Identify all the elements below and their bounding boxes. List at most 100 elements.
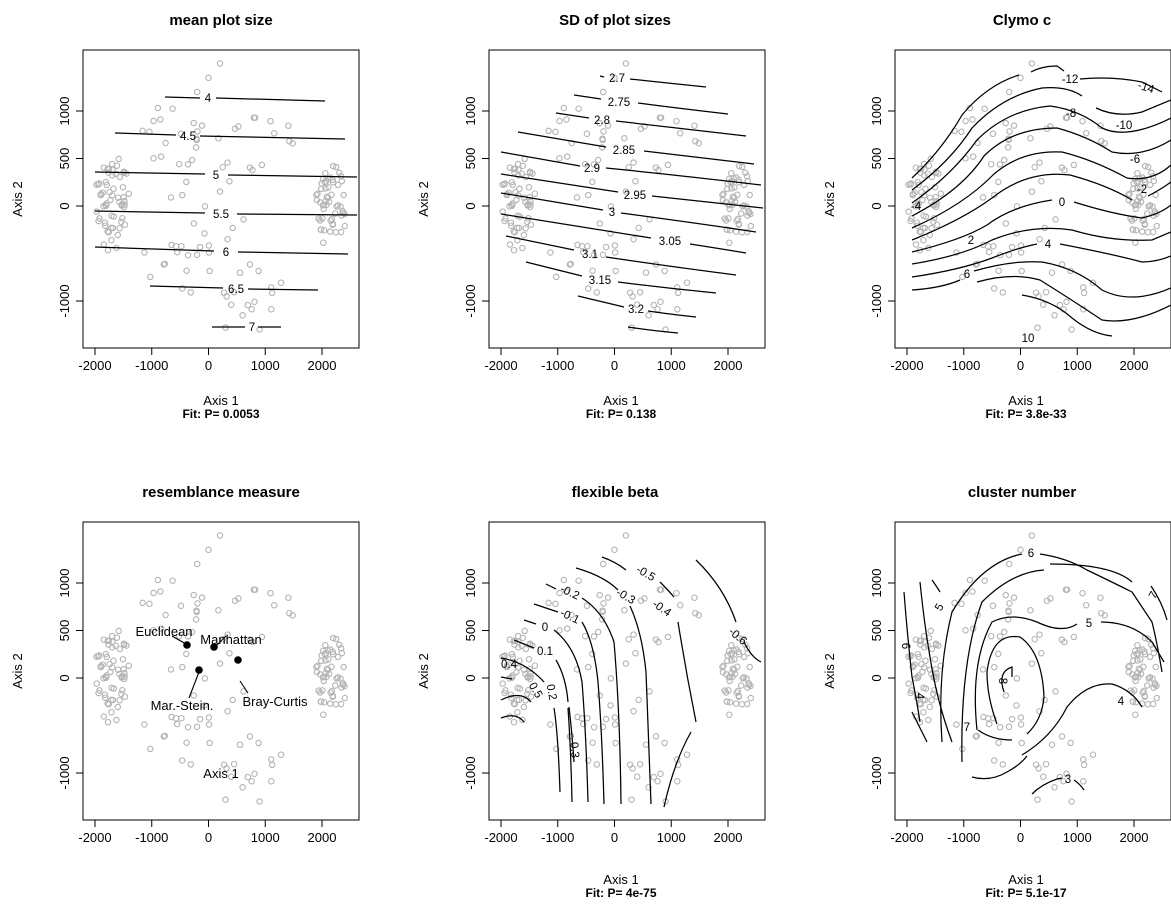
contour-line (973, 261, 1171, 298)
scatter-point (107, 196, 114, 204)
x-tick-label: 1000 (657, 358, 686, 373)
contour-label: 6.5 (228, 284, 244, 296)
scatter-point (338, 177, 346, 185)
scatter-point (744, 684, 751, 691)
scatter-point (116, 697, 123, 704)
scatter-point (193, 135, 200, 142)
scatter-point (157, 153, 165, 160)
x-tick-label: -2000 (484, 358, 517, 373)
scatter-point (506, 241, 514, 248)
scatter-point (1005, 723, 1013, 731)
scatter-point (1097, 594, 1104, 601)
scatter-point (205, 721, 213, 728)
contour-line (629, 78, 707, 88)
scatter-point (735, 648, 742, 656)
scatter-point (510, 700, 517, 707)
scatter-point (589, 739, 596, 746)
scatter-point (150, 589, 157, 597)
scatter-point (683, 279, 691, 286)
scatter-point (922, 213, 930, 220)
scatter-point (642, 269, 650, 276)
panel-mean-plot-size: mean plot size 4 4.5 5 5.5 6 6.5 7 - (10, 12, 360, 421)
scatter-point (933, 221, 941, 228)
scatter-point (1048, 741, 1056, 748)
scatter-point (508, 178, 516, 186)
panel-resemblance-measure: resemblance measure Euclidean Manhattan … (10, 484, 360, 845)
scatter-point (1017, 546, 1024, 554)
scatter-point (568, 139, 575, 147)
scatter-point (507, 222, 515, 229)
contour-line (500, 213, 652, 239)
scatter-point (746, 191, 753, 199)
contour-line (553, 629, 589, 803)
scatter-point (1058, 733, 1066, 740)
contour-label: 0 (542, 622, 548, 634)
contour-line (919, 581, 953, 743)
scatter-point (981, 105, 988, 112)
scatter-point (93, 181, 100, 188)
panel-title: SD of plot sizes (559, 12, 671, 29)
scatter-point (120, 193, 127, 201)
contour-label: -0.1 (558, 607, 581, 626)
scatter-point (223, 293, 230, 300)
scatter-point (547, 721, 554, 728)
contour-line (215, 97, 326, 102)
scatter-point (205, 242, 213, 249)
scatter-point (1060, 777, 1067, 785)
scatter-point (745, 679, 752, 687)
contour-label: -0.5 (634, 564, 657, 584)
scatter-point (123, 642, 130, 649)
scatter-point (150, 155, 157, 162)
scatter-point (652, 636, 660, 643)
scatter-point (985, 720, 993, 728)
scatter-point (328, 191, 335, 199)
scatter-point (338, 684, 345, 691)
scatter-point (154, 104, 162, 112)
scatter-point (268, 289, 276, 297)
scatter-point (1017, 714, 1025, 721)
scatter-point (258, 633, 266, 641)
scatter-point (579, 248, 587, 256)
scatter-point (742, 641, 749, 649)
scatter-point (121, 221, 129, 228)
scatter-point (674, 778, 681, 785)
scatter-point (270, 601, 278, 609)
scatter-point (103, 653, 110, 661)
scatter-point (622, 660, 630, 667)
scatter-point (108, 236, 115, 244)
panel-clymo-c: Clymo c -12 -14 -10 -8 -6 -2 0 2 (822, 12, 1171, 421)
contour-line (555, 659, 569, 703)
scatter-point (935, 170, 942, 177)
scatter-point (728, 641, 735, 649)
contour-label: 2.95 (624, 190, 646, 202)
scatter-point (329, 648, 336, 656)
contour-line (500, 676, 513, 680)
scatter-point (912, 241, 920, 248)
scatter-point (728, 657, 735, 664)
scatter-point (991, 663, 998, 671)
scatter-point (1126, 190, 1133, 198)
scatter-point (729, 673, 736, 680)
scatter-point (722, 689, 730, 696)
scatter-point (235, 123, 242, 130)
scatter-point (931, 655, 939, 663)
contour-line (1001, 666, 1013, 693)
scatter-point (676, 601, 684, 609)
scatter-point (507, 694, 515, 701)
scatter-point (966, 104, 974, 112)
scatter-point (529, 642, 536, 649)
scatter-point (630, 707, 637, 715)
scatter-point (255, 267, 262, 275)
scatter-point (97, 190, 105, 198)
scatter-point (641, 595, 648, 602)
scatter-point (664, 633, 672, 641)
scatter-point (607, 230, 614, 237)
scatter-point (509, 181, 516, 189)
scatter-point (905, 181, 912, 188)
scatter-point (607, 203, 615, 210)
scatter-point (511, 701, 519, 708)
scatter-point (646, 688, 653, 695)
scatter-point (103, 181, 110, 189)
scatter-point (927, 155, 934, 163)
scatter-point (515, 224, 523, 232)
